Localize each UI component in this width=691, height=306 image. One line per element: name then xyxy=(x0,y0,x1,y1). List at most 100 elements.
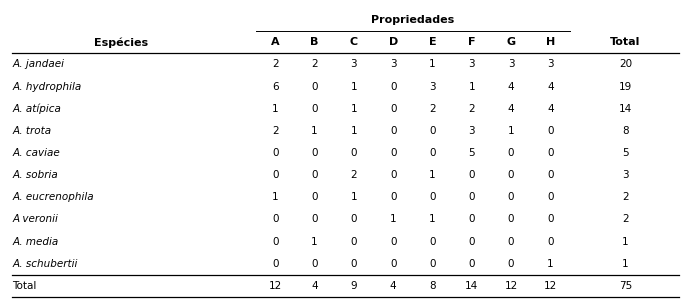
Text: 2: 2 xyxy=(622,192,629,202)
Text: 0: 0 xyxy=(312,82,318,91)
Text: 0: 0 xyxy=(312,104,318,114)
Text: B: B xyxy=(310,37,319,47)
Text: A. sobria: A. sobria xyxy=(12,170,58,180)
Text: 0: 0 xyxy=(468,192,475,202)
Text: 14: 14 xyxy=(618,104,632,114)
Text: 5: 5 xyxy=(468,148,475,158)
Text: 0: 0 xyxy=(272,259,278,269)
Text: 3: 3 xyxy=(468,59,475,69)
Text: A. media: A. media xyxy=(12,237,59,247)
Text: 1: 1 xyxy=(350,192,357,202)
Text: 3: 3 xyxy=(429,82,436,91)
Text: A veronii: A veronii xyxy=(12,215,58,224)
Text: 0: 0 xyxy=(312,192,318,202)
Text: 4: 4 xyxy=(508,82,514,91)
Text: 1: 1 xyxy=(508,126,514,136)
Text: F: F xyxy=(468,37,475,47)
Text: 1: 1 xyxy=(390,215,397,224)
Text: 20: 20 xyxy=(619,59,632,69)
Text: 3: 3 xyxy=(390,59,397,69)
Text: 0: 0 xyxy=(429,192,436,202)
Text: 0: 0 xyxy=(390,148,397,158)
Text: 1: 1 xyxy=(272,192,278,202)
Text: 0: 0 xyxy=(547,148,553,158)
Text: 0: 0 xyxy=(390,237,397,247)
Text: 1: 1 xyxy=(350,104,357,114)
Text: 1: 1 xyxy=(272,104,278,114)
Text: Propriedades: Propriedades xyxy=(371,15,455,25)
Text: 0: 0 xyxy=(508,259,514,269)
Text: 1: 1 xyxy=(547,259,553,269)
Text: 5: 5 xyxy=(622,148,629,158)
Text: 0: 0 xyxy=(468,259,475,269)
Text: 1: 1 xyxy=(622,259,629,269)
Text: 14: 14 xyxy=(465,281,478,291)
Text: 2: 2 xyxy=(272,126,278,136)
Text: 4: 4 xyxy=(508,104,514,114)
Text: 0: 0 xyxy=(429,126,436,136)
Text: 4: 4 xyxy=(312,281,318,291)
Text: 1: 1 xyxy=(312,126,318,136)
Text: 1: 1 xyxy=(350,126,357,136)
Text: 0: 0 xyxy=(429,237,436,247)
Text: 0: 0 xyxy=(547,215,553,224)
Text: 0: 0 xyxy=(390,192,397,202)
Text: 1: 1 xyxy=(429,59,436,69)
Text: 1: 1 xyxy=(468,82,475,91)
Text: A. eucrenophila: A. eucrenophila xyxy=(12,192,94,202)
Text: 0: 0 xyxy=(390,170,397,180)
Text: 0: 0 xyxy=(350,148,357,158)
Text: Total: Total xyxy=(610,37,641,47)
Text: 0: 0 xyxy=(272,170,278,180)
Text: 0: 0 xyxy=(508,170,514,180)
Text: 0: 0 xyxy=(547,170,553,180)
Text: 12: 12 xyxy=(504,281,518,291)
Text: 4: 4 xyxy=(390,281,397,291)
Text: 0: 0 xyxy=(390,259,397,269)
Text: 1: 1 xyxy=(350,82,357,91)
Text: 12: 12 xyxy=(544,281,557,291)
Text: A. trota: A. trota xyxy=(12,126,52,136)
Text: 8: 8 xyxy=(622,126,629,136)
Text: 0: 0 xyxy=(390,126,397,136)
Text: 0: 0 xyxy=(350,215,357,224)
Text: H: H xyxy=(546,37,555,47)
Text: A. atípica: A. atípica xyxy=(12,103,61,114)
Text: 19: 19 xyxy=(618,82,632,91)
Text: 0: 0 xyxy=(508,148,514,158)
Text: 0: 0 xyxy=(508,237,514,247)
Text: D: D xyxy=(388,37,398,47)
Text: 2: 2 xyxy=(468,104,475,114)
Text: E: E xyxy=(428,37,436,47)
Text: 0: 0 xyxy=(429,148,436,158)
Text: 0: 0 xyxy=(272,237,278,247)
Text: 0: 0 xyxy=(468,215,475,224)
Text: 75: 75 xyxy=(618,281,632,291)
Text: 2: 2 xyxy=(312,59,318,69)
Text: 3: 3 xyxy=(508,59,514,69)
Text: 0: 0 xyxy=(272,215,278,224)
Text: 6: 6 xyxy=(272,82,278,91)
Text: 3: 3 xyxy=(622,170,629,180)
Text: Espécies: Espécies xyxy=(94,37,148,48)
Text: 0: 0 xyxy=(350,259,357,269)
Text: 0: 0 xyxy=(350,237,357,247)
Text: 1: 1 xyxy=(429,170,436,180)
Text: 3: 3 xyxy=(350,59,357,69)
Text: 3: 3 xyxy=(547,59,553,69)
Text: 0: 0 xyxy=(547,126,553,136)
Text: G: G xyxy=(507,37,515,47)
Text: C: C xyxy=(350,37,358,47)
Text: 0: 0 xyxy=(468,237,475,247)
Text: 4: 4 xyxy=(547,104,553,114)
Text: 0: 0 xyxy=(312,215,318,224)
Text: Total: Total xyxy=(12,281,37,291)
Text: 1: 1 xyxy=(312,237,318,247)
Text: 9: 9 xyxy=(350,281,357,291)
Text: 0: 0 xyxy=(508,215,514,224)
Text: 1: 1 xyxy=(622,237,629,247)
Text: 2: 2 xyxy=(622,215,629,224)
Text: 1: 1 xyxy=(429,215,436,224)
Text: 2: 2 xyxy=(429,104,436,114)
Text: 0: 0 xyxy=(272,148,278,158)
